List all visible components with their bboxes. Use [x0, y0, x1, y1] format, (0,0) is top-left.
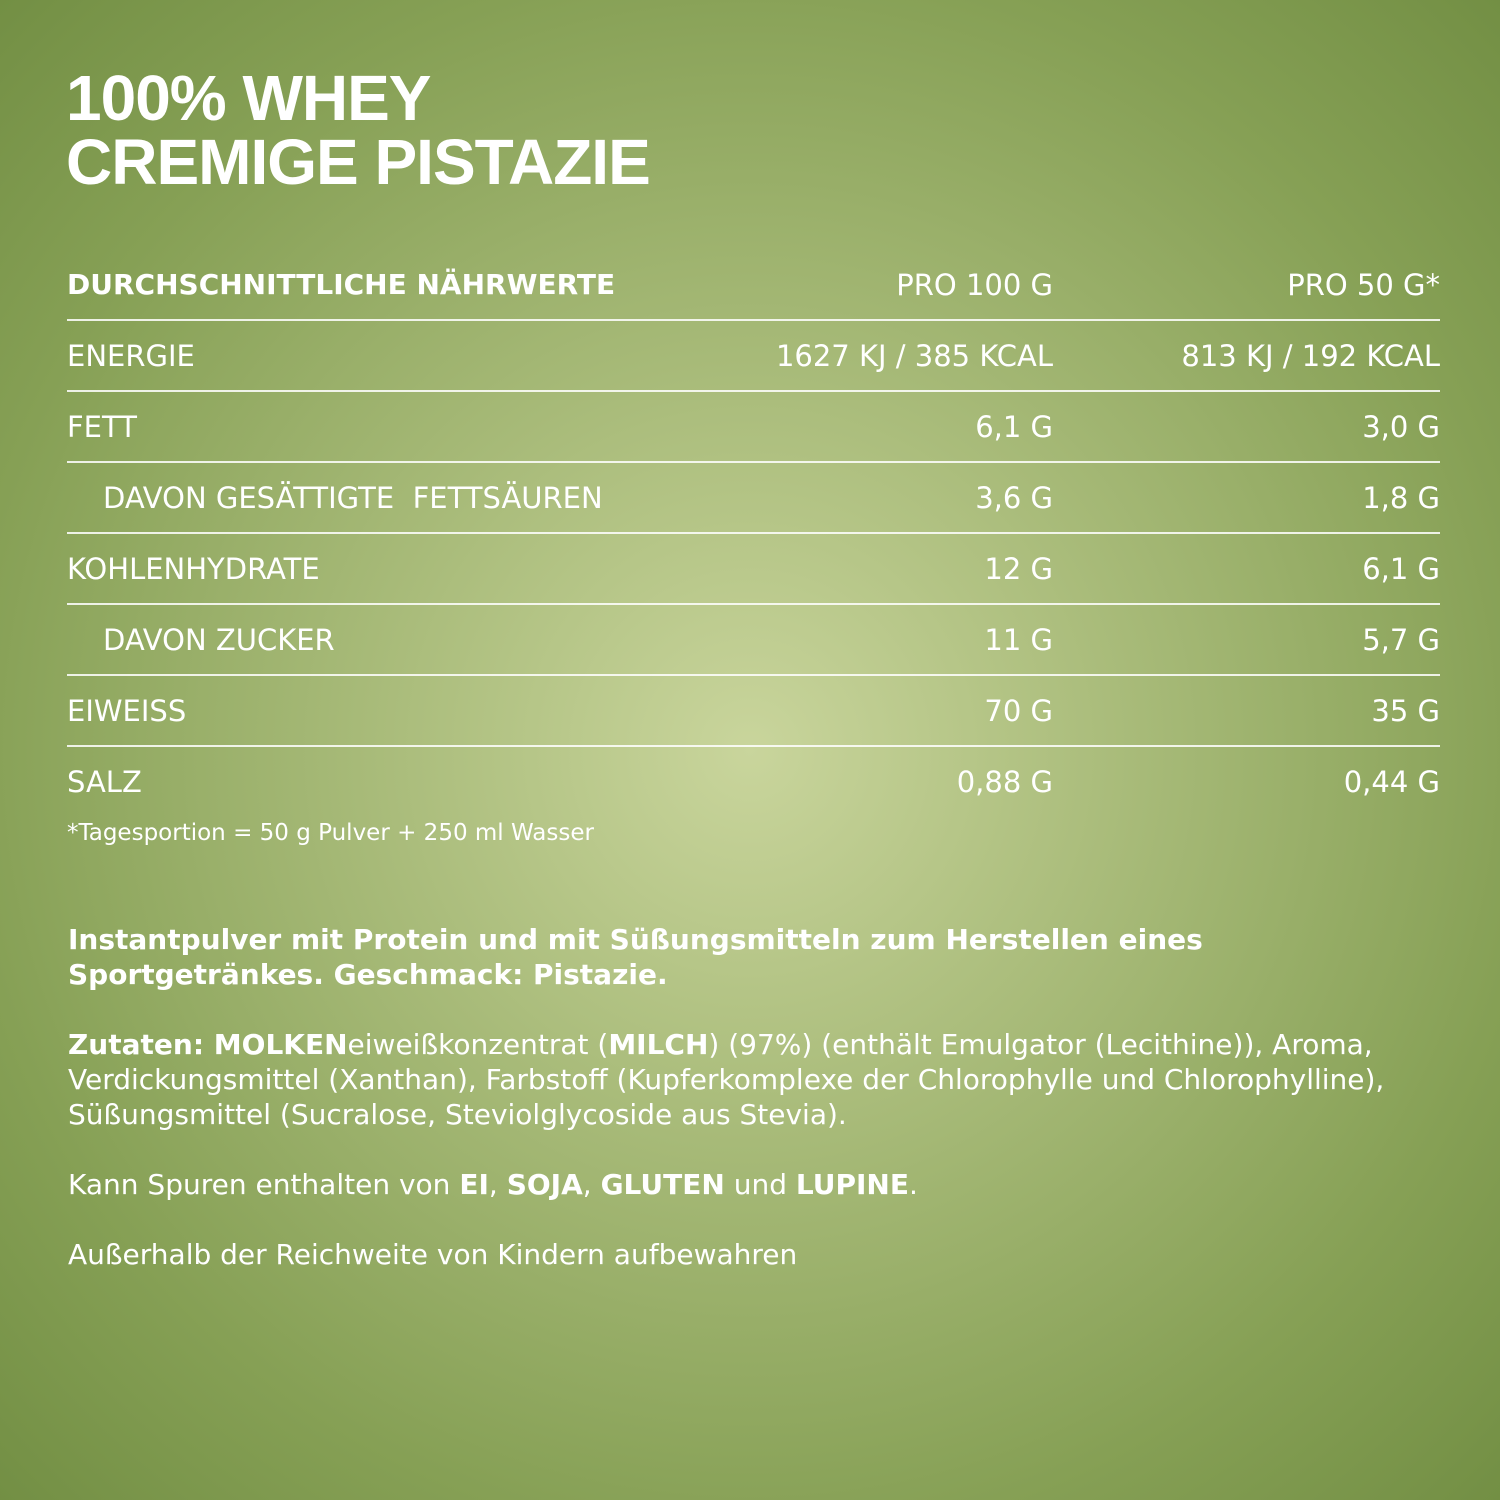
allergen-gluten: GLUTEN — [600, 1168, 725, 1201]
allergen-milch: MILCH — [608, 1028, 709, 1061]
ingredients: Zutaten: MOLKENeiweißkonzentrat (MILCH) … — [68, 1027, 1448, 1132]
nutrition-table: DURCHSCHNITTLICHE NÄHRWERTE PRO 100 G PR… — [67, 250, 1440, 816]
row-per-50g: 0,44 G — [1343, 765, 1440, 799]
title-line-1: 100% WHEY — [66, 62, 431, 134]
row-label: DAVON ZUCKER — [103, 623, 335, 657]
table-header: DURCHSCHNITTLICHE NÄHRWERTE PRO 100 G PR… — [67, 250, 1440, 321]
allergen-ei: EI — [459, 1168, 489, 1201]
row-label: DAVON GESÄTTIGTE FETTSÄUREN — [103, 481, 603, 515]
product-title: 100% WHEY CREMIGE PISTAZIE — [66, 62, 651, 198]
storage-warning: Außerhalb der Reichweite von Kindern auf… — [68, 1238, 798, 1271]
traces-text: Kann Spuren enthalten von — [68, 1168, 460, 1201]
row-per-50g: 813 KJ / 192 KCAL — [1181, 339, 1440, 373]
ingredients-text: ) (97%) (enthält Emulgator (Lecithine)),… — [68, 1028, 1385, 1131]
row-label: KOHLENHYDRATE — [67, 552, 320, 586]
row-per-100g: 0,88 G — [956, 765, 1053, 799]
table-row: ENERGIE 1627 KJ / 385 KCAL 813 KJ / 192 KC… — [67, 321, 1440, 392]
row-label: EIWEISS — [67, 694, 187, 728]
allergen-molken: MOLKEN — [213, 1028, 348, 1061]
row-per-100g: 1627 KJ / 385 KCAL — [775, 339, 1053, 373]
header-nutrients: DURCHSCHNITTLICHE NÄHRWERTE — [67, 268, 616, 301]
title-line-2: CREMIGE PISTAZIE — [66, 126, 651, 198]
table-row: EIWEISS 70 G 35 G — [67, 676, 1440, 747]
row-per-50g: 6,1 G — [1362, 552, 1440, 586]
row-per-50g: 1,8 G — [1362, 481, 1440, 515]
allergen-lupine: LUPINE — [795, 1168, 909, 1201]
allergen-soja: SOJA — [506, 1168, 583, 1201]
row-per-100g: 11 G — [984, 623, 1053, 657]
footnote: *Tagesportion = 50 g Pulver + 250 ml Was… — [67, 820, 594, 846]
row-label: FETT — [67, 410, 137, 444]
row-per-100g: 3,6 G — [975, 481, 1053, 515]
row-per-100g: 6,1 G — [975, 410, 1053, 444]
header-per-100g: PRO 100 G — [896, 268, 1053, 302]
allergen-traces: Kann Spuren enthalten von EI, SOJA, GLUT… — [68, 1167, 1448, 1202]
row-per-100g: 12 G — [984, 552, 1053, 586]
table-row: SALZ 0,88 G 0,44 G — [67, 747, 1440, 816]
table-row: DAVON GESÄTTIGTE FETTSÄUREN 3,6 G 1,8 G — [67, 463, 1440, 534]
table-row: DAVON ZUCKER 11 G 5,7 G — [67, 605, 1440, 676]
header-per-50g: PRO 50 G* — [1287, 268, 1440, 302]
row-per-50g: 3,0 G — [1362, 410, 1440, 444]
separator: , — [488, 1168, 507, 1201]
product-description: Instantpulver mit Protein und mit Süßung… — [68, 923, 1203, 991]
separator: , — [582, 1168, 601, 1201]
separator: . — [908, 1168, 918, 1201]
row-per-50g: 5,7 G — [1362, 623, 1440, 657]
ingredients-text: eiweißkonzentrat ( — [347, 1028, 609, 1061]
ingredients-label: Zutaten: — [68, 1028, 214, 1061]
table-row: FETT 6,1 G 3,0 G — [67, 392, 1440, 463]
row-per-100g: 70 G — [984, 694, 1053, 728]
row-label: ENERGIE — [67, 339, 195, 373]
separator: und — [724, 1168, 796, 1201]
row-per-50g: 35 G — [1371, 694, 1440, 728]
table-row: KOHLENHYDRATE 12 G 6,1 G — [67, 534, 1440, 605]
row-label: SALZ — [67, 765, 142, 799]
